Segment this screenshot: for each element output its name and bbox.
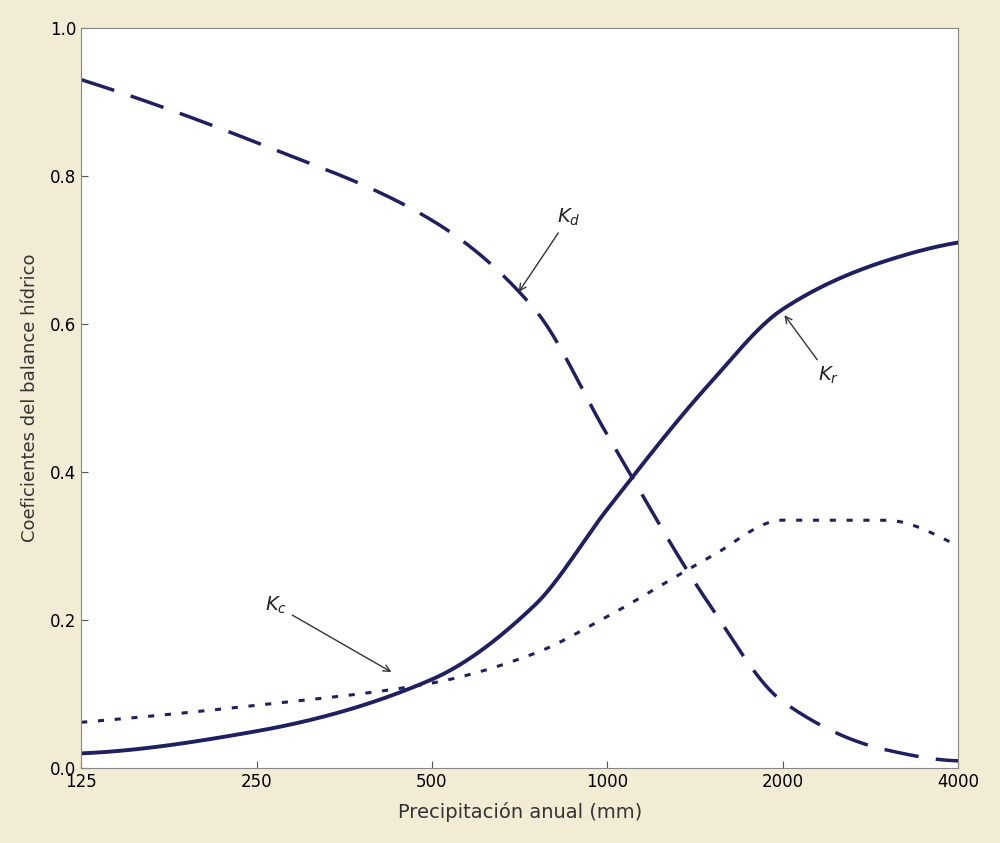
Text: $K_d$: $K_d$ bbox=[520, 207, 581, 291]
Text: $K_r$: $K_r$ bbox=[785, 316, 839, 386]
Y-axis label: Coeficientes del balance hídrico: Coeficientes del balance hídrico bbox=[21, 254, 39, 542]
Text: $K_c$: $K_c$ bbox=[265, 595, 390, 671]
X-axis label: Precipitación anual (mm): Precipitación anual (mm) bbox=[398, 803, 642, 822]
